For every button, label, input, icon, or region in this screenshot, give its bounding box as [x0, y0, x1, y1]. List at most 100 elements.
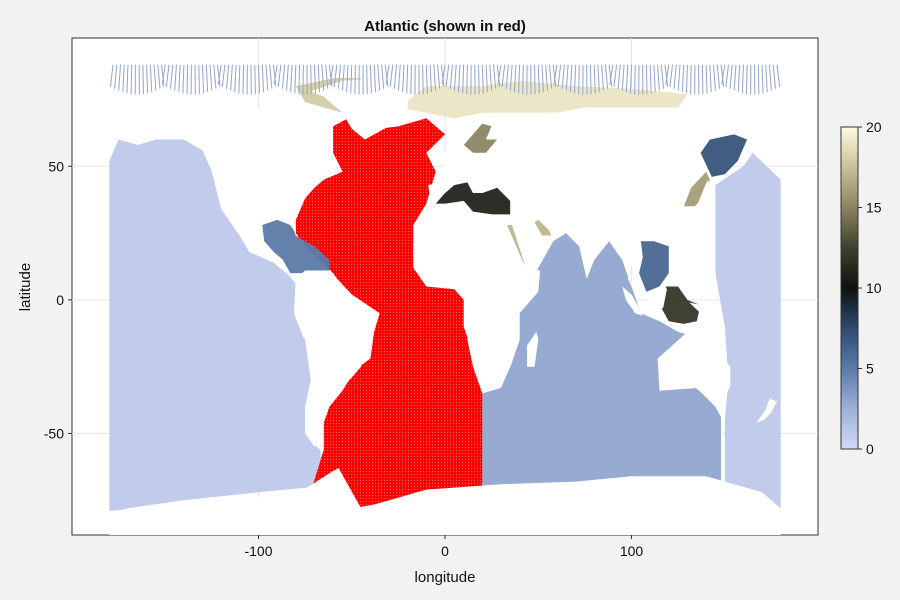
arctic-fan-line — [328, 64, 333, 87]
arctic-fan-line — [608, 64, 613, 87]
arctic-fan-line — [653, 64, 656, 93]
arctic-fan-line — [466, 64, 468, 95]
land-britain — [433, 144, 449, 167]
x-tick-label: -100 — [244, 543, 272, 559]
arctic-fan-line — [341, 64, 345, 91]
arctic-fan-line — [230, 64, 233, 91]
chart-title: Atlantic (shown in red) — [364, 18, 526, 35]
arctic-fan-line — [377, 64, 381, 91]
arctic-fan-line — [669, 64, 674, 87]
region-persian-gulf — [534, 219, 552, 236]
arctic-fan-line — [765, 64, 768, 93]
arctic-fan-line — [772, 64, 776, 89]
arctic-fan-line — [234, 64, 237, 93]
arctic-fan-line — [513, 64, 517, 93]
arctic-fan-line — [157, 64, 161, 89]
arctic-fan-line — [458, 64, 461, 93]
region-atlantic — [295, 118, 483, 509]
arctic-fan-line — [705, 64, 708, 94]
arctic-fan-line — [677, 64, 681, 91]
arctic-fan-line — [453, 64, 457, 91]
arctic-fan-line — [165, 64, 170, 87]
arctic-fan-line — [769, 64, 772, 91]
arctic-fan-line — [161, 64, 166, 85]
arctic-fan-line — [441, 64, 446, 85]
arctic-fan-line — [182, 64, 185, 94]
land-greenland — [310, 78, 408, 140]
arctic-fan-line — [273, 64, 278, 85]
arctic-fan-line — [757, 64, 760, 95]
arctic-fan-line — [238, 64, 241, 94]
arctic-fan-line — [281, 64, 286, 89]
arctic-fan-line — [161, 64, 165, 87]
arctic-fan-line — [497, 64, 502, 85]
arctic-fan-line — [625, 64, 629, 93]
arctic-fan-line — [509, 64, 513, 91]
arctic-fan-line — [593, 64, 596, 94]
arctic-fan-line — [265, 64, 269, 91]
arctic-fan-line — [198, 64, 200, 95]
land-madagascar — [527, 331, 539, 367]
arctic-fan-line — [545, 64, 549, 91]
arctic-fan-line — [369, 64, 372, 94]
region-indian — [482, 233, 721, 487]
arctic-fan-line — [578, 64, 580, 95]
arctic-fan-line — [258, 64, 260, 94]
region-indonesian-seas — [661, 286, 701, 324]
arctic-fan-line — [126, 64, 129, 94]
arctic-fan-line — [721, 64, 726, 85]
arctic-fan-line — [481, 64, 484, 94]
arctic-fan-line — [114, 64, 118, 89]
arctic-fan-line — [630, 64, 632, 94]
arctic-scatter-arcs — [109, 64, 781, 95]
arctic-fan-line — [433, 64, 437, 91]
arctic-fan-line — [202, 64, 205, 94]
arctic-fan-line — [634, 64, 636, 95]
arctic-fan-line — [701, 64, 704, 95]
arctic-fan-line — [122, 64, 125, 93]
arctic-fan-line — [213, 64, 217, 89]
land-new-guinea — [689, 302, 725, 327]
arctic-fan-line — [621, 64, 625, 91]
arctic-fan-line — [269, 64, 273, 89]
y-tick-label: 0 — [56, 292, 64, 308]
landmasses — [109, 78, 781, 535]
arctic-fan-line — [565, 64, 569, 91]
colorbar-tick-label: 0 — [866, 441, 874, 457]
arctic-fan-line — [209, 64, 213, 91]
land-antarctica — [109, 468, 781, 535]
x-axis-label: longitude — [415, 569, 476, 586]
region-caribbean-gulf — [262, 219, 330, 274]
arctic-fan-line — [746, 64, 748, 95]
region-baltic — [463, 123, 498, 153]
arctic-fan-line — [254, 64, 256, 95]
region-red-sea — [504, 219, 529, 268]
region-south-china-sea — [639, 241, 669, 292]
colorbar-tick-label: 20 — [866, 119, 882, 135]
arctic-fan-line — [205, 64, 209, 93]
arctic-fan-line — [277, 64, 282, 87]
land-arabia — [510, 214, 554, 268]
arctic-fan-line — [501, 64, 506, 87]
arctic-fan-line — [725, 64, 729, 87]
colorbar-tick-label: 15 — [866, 200, 882, 216]
arctic-fan-line — [561, 64, 565, 89]
colorbar-tick-label: 10 — [866, 280, 882, 296]
arctic-fan-line — [373, 64, 377, 93]
arctic-fan-line — [217, 64, 222, 85]
arctic-fan-line — [389, 64, 394, 87]
arctic-fan-line — [613, 64, 618, 87]
arctic-fan-line — [313, 64, 316, 94]
arctic-fan-line — [601, 64, 604, 91]
arctic-fan-line — [429, 64, 432, 93]
arctic-fan-line — [298, 64, 301, 95]
arctic-fan-line — [354, 64, 356, 95]
arctic-fan-line — [350, 64, 353, 94]
colorbar: 0 5 10 15 20 — [840, 119, 882, 457]
land-borneo — [648, 281, 667, 311]
region-mediterranean — [435, 182, 511, 215]
land-india — [571, 225, 610, 279]
arctic-fan-line — [261, 64, 265, 93]
arctic-fan-line — [574, 64, 577, 94]
